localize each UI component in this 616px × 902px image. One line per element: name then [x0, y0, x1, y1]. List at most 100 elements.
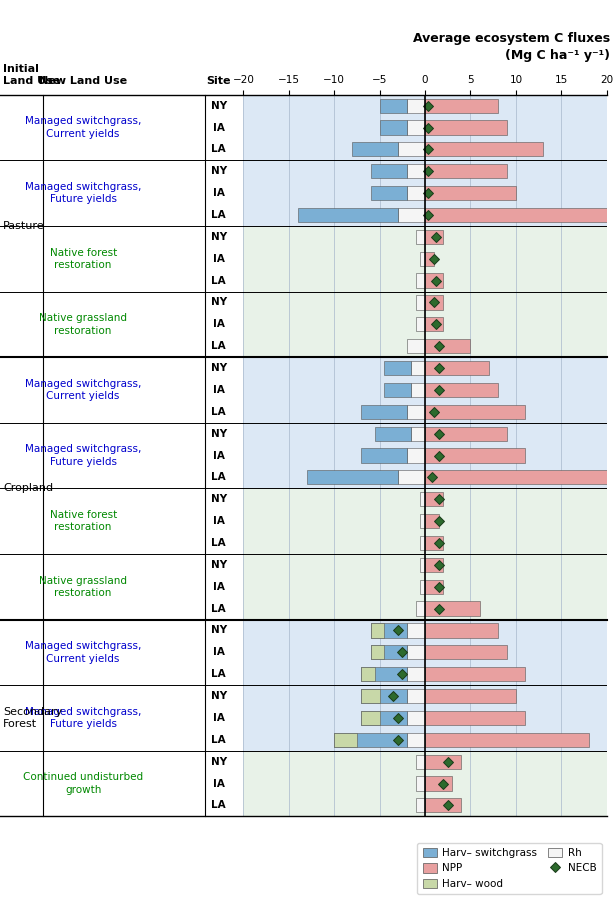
Bar [416, 273, 425, 288]
Text: IA: IA [213, 123, 225, 133]
Bar [370, 186, 407, 200]
Bar [421, 514, 425, 529]
Text: NY: NY [211, 757, 227, 767]
Bar [425, 120, 507, 134]
Bar [425, 536, 444, 550]
Text: NY: NY [211, 298, 227, 308]
Bar [421, 536, 425, 550]
Bar [407, 711, 425, 725]
Bar [362, 667, 375, 681]
Bar [416, 230, 425, 244]
Bar [416, 602, 425, 616]
Bar [379, 120, 407, 134]
Bar [407, 732, 425, 747]
Text: NY: NY [211, 232, 227, 242]
Bar [416, 318, 425, 331]
Legend: Harv– switchgrass, NPP, Harv– wood, Rh, NECB: Harv– switchgrass, NPP, Harv– wood, Rh, … [418, 842, 602, 894]
Text: Land Use: Land Use [3, 76, 60, 86]
Bar [425, 689, 516, 704]
Text: LA: LA [211, 473, 226, 483]
Bar [362, 689, 407, 704]
Text: Site: Site [206, 76, 231, 86]
Bar [425, 711, 525, 725]
Text: IA: IA [213, 582, 225, 592]
Text: IA: IA [213, 778, 225, 788]
Bar [371, 623, 384, 638]
Text: Managed switchgrass,
Future yields: Managed switchgrass, Future yields [25, 706, 141, 729]
Text: IA: IA [213, 253, 225, 263]
Bar [334, 732, 357, 747]
Text: Pasture: Pasture [3, 221, 45, 231]
Bar [362, 689, 379, 704]
Bar [425, 295, 444, 309]
Bar [421, 580, 425, 594]
Bar [425, 580, 444, 594]
Bar [416, 295, 425, 309]
Bar [416, 777, 425, 791]
Text: Native forest
restoration: Native forest restoration [49, 247, 117, 270]
Bar [425, 164, 507, 179]
Bar [407, 98, 425, 113]
Bar [421, 557, 425, 572]
Bar [398, 143, 425, 156]
Bar [425, 798, 461, 813]
Text: LA: LA [211, 669, 226, 679]
Bar [371, 645, 384, 659]
Bar [243, 226, 607, 291]
Bar [425, 557, 444, 572]
Bar [243, 291, 607, 357]
Bar [407, 623, 425, 638]
Bar [425, 470, 607, 484]
Bar [352, 143, 398, 156]
Bar [362, 405, 407, 419]
Text: IA: IA [213, 450, 225, 461]
Bar [243, 686, 607, 750]
Bar [407, 164, 425, 179]
Text: Initial: Initial [3, 64, 39, 74]
Bar [243, 554, 607, 620]
Text: Managed switchgrass,
Future yields: Managed switchgrass, Future yields [25, 182, 141, 205]
Bar [407, 645, 425, 659]
Text: LA: LA [211, 538, 226, 548]
Bar [425, 361, 488, 375]
Bar [362, 711, 407, 725]
Bar [425, 382, 498, 397]
Text: Native grassland
restoration: Native grassland restoration [39, 575, 127, 598]
Bar [362, 667, 407, 681]
Bar [375, 427, 411, 441]
Bar [398, 207, 425, 222]
Text: Native grassland
restoration: Native grassland restoration [39, 313, 127, 336]
Bar [411, 382, 425, 397]
Bar [425, 448, 525, 463]
Text: LA: LA [211, 210, 226, 220]
Text: LA: LA [211, 144, 226, 154]
Text: Managed switchgrass,
Current yields: Managed switchgrass, Current yields [25, 379, 141, 401]
Bar [407, 448, 425, 463]
Bar [425, 492, 444, 506]
Bar [407, 405, 425, 419]
Bar [370, 623, 407, 638]
Bar [421, 492, 425, 506]
Text: Secondary
Forest: Secondary Forest [3, 706, 62, 729]
Text: NY: NY [211, 166, 227, 176]
Bar [307, 470, 398, 484]
Text: Continued undisturbed
growth: Continued undisturbed growth [23, 772, 144, 795]
Text: Average ecosystem C fluxes
(Mg C ha⁻¹ y⁻¹): Average ecosystem C fluxes (Mg C ha⁻¹ y⁻… [413, 32, 610, 61]
Bar [243, 750, 607, 816]
Bar [421, 252, 425, 266]
Bar [243, 620, 607, 686]
Text: Cropland: Cropland [3, 483, 53, 493]
Bar [398, 470, 425, 484]
Bar [425, 427, 507, 441]
Bar [425, 514, 439, 529]
Text: IA: IA [213, 319, 225, 329]
Text: LA: LA [211, 800, 226, 810]
Bar [384, 382, 411, 397]
Text: IA: IA [213, 516, 225, 526]
Bar [298, 207, 398, 222]
Bar [425, 755, 461, 769]
Text: NY: NY [211, 691, 227, 701]
Text: NY: NY [211, 560, 227, 570]
Bar [425, 252, 434, 266]
Bar [370, 645, 407, 659]
